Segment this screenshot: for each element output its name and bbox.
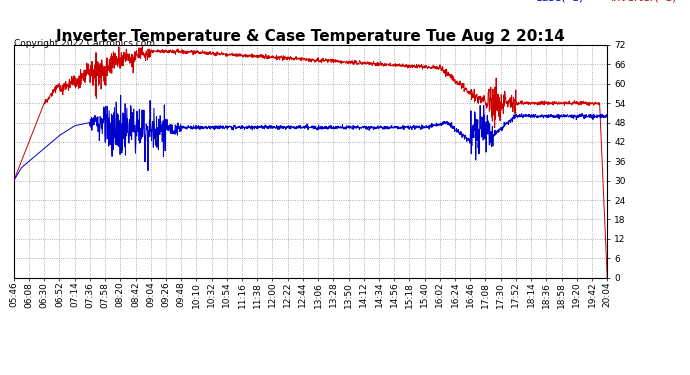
Text: Copyright 2022 Cartronics.com: Copyright 2022 Cartronics.com — [14, 39, 155, 48]
Title: Inverter Temperature & Case Temperature Tue Aug 2 20:14: Inverter Temperature & Case Temperature … — [56, 29, 565, 44]
Legend: Case(°C), Inverter(°C): Case(°C), Inverter(°C) — [507, 0, 682, 7]
